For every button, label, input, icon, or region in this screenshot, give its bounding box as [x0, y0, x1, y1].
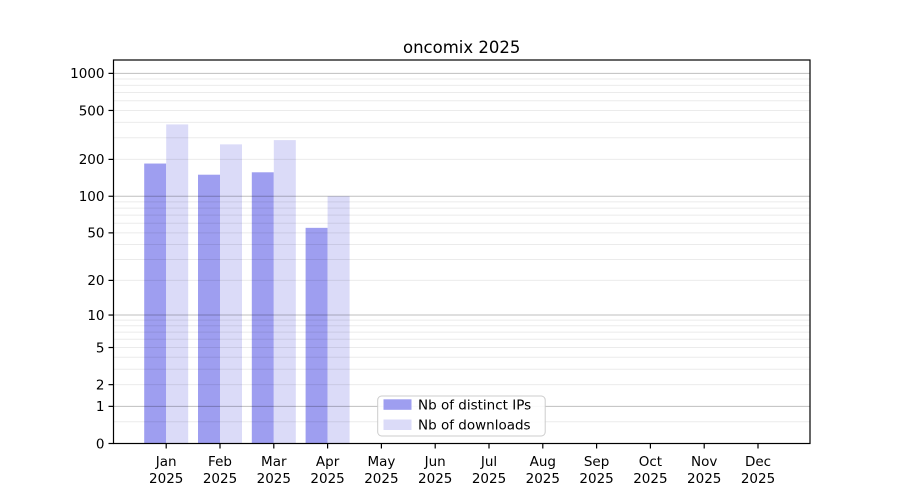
legend-swatch [383, 419, 412, 430]
x-tick-label-year: 2025 [257, 471, 291, 487]
x-tick-label-month: Aug [530, 454, 556, 470]
x-tick-label-month: Jul [480, 454, 497, 470]
bar-feb-ips [198, 174, 220, 444]
x-tick-label-year: 2025 [633, 471, 667, 487]
plot-border [112, 59, 811, 445]
legend: Nb of distinct IPs Nb of downloads [377, 395, 546, 437]
x-tick-label-year: 2025 [579, 471, 613, 487]
x-tick-label-month: Oct [639, 454, 662, 470]
bar-mar-ips [251, 172, 274, 444]
x-tick-label-month: Jun [424, 454, 446, 470]
bar-mar-downloads [273, 140, 296, 444]
legend-box [377, 395, 546, 437]
y-tick-label: 1000 [70, 66, 104, 82]
x-tick-label-year: 2025 [741, 471, 775, 487]
y-tick-label: 20 [87, 273, 104, 289]
x-tick-label-year: 2025 [364, 471, 398, 487]
x-tick-label-year: 2025 [526, 471, 560, 487]
x-tick-label-month: Dec [745, 454, 771, 470]
axes-layer: 01251020501002005001000Jan2025Feb2025Mar… [70, 59, 811, 487]
y-tick-label: 500 [79, 103, 105, 119]
legend-label: Nb of downloads [418, 418, 531, 434]
bars-layer [144, 124, 350, 444]
bar-feb-downloads [220, 144, 242, 444]
x-tick-label-year: 2025 [310, 471, 344, 487]
x-tick-label-month: May [367, 454, 395, 470]
x-tick-label-year: 2025 [203, 471, 237, 487]
x-tick-label-year: 2025 [149, 471, 183, 487]
x-tick-label-month: Mar [261, 454, 287, 470]
x-tick-label-year: 2025 [418, 471, 452, 487]
y-tick-label: 10 [87, 308, 104, 324]
x-tick-label-month: Feb [208, 454, 232, 470]
x-tick-label-month: Sep [584, 454, 609, 470]
chart-title: oncomix 2025 [403, 38, 520, 57]
x-tick-label-month: Apr [316, 454, 340, 470]
y-tick-label: 2 [96, 377, 105, 393]
y-tick-label: 100 [79, 189, 105, 205]
x-tick-label-month: Nov [691, 454, 717, 470]
y-tick-label: 50 [87, 226, 104, 242]
y-tick-label: 1 [96, 399, 105, 415]
y-tick-label: 200 [79, 152, 105, 168]
legend-label: Nb of distinct IPs [418, 397, 531, 413]
y-tick-label: 5 [96, 340, 105, 356]
x-tick-label-month: Jan [155, 454, 177, 470]
x-tick-label-year: 2025 [687, 471, 721, 487]
x-tick-label-year: 2025 [472, 471, 506, 487]
legend-swatch [383, 399, 412, 410]
bar-jan-ips [144, 163, 167, 444]
bar-jan-downloads [166, 124, 189, 444]
bar-apr-downloads [327, 196, 350, 444]
y-tick-label: 0 [96, 436, 105, 452]
bar-apr-ips [305, 227, 328, 444]
